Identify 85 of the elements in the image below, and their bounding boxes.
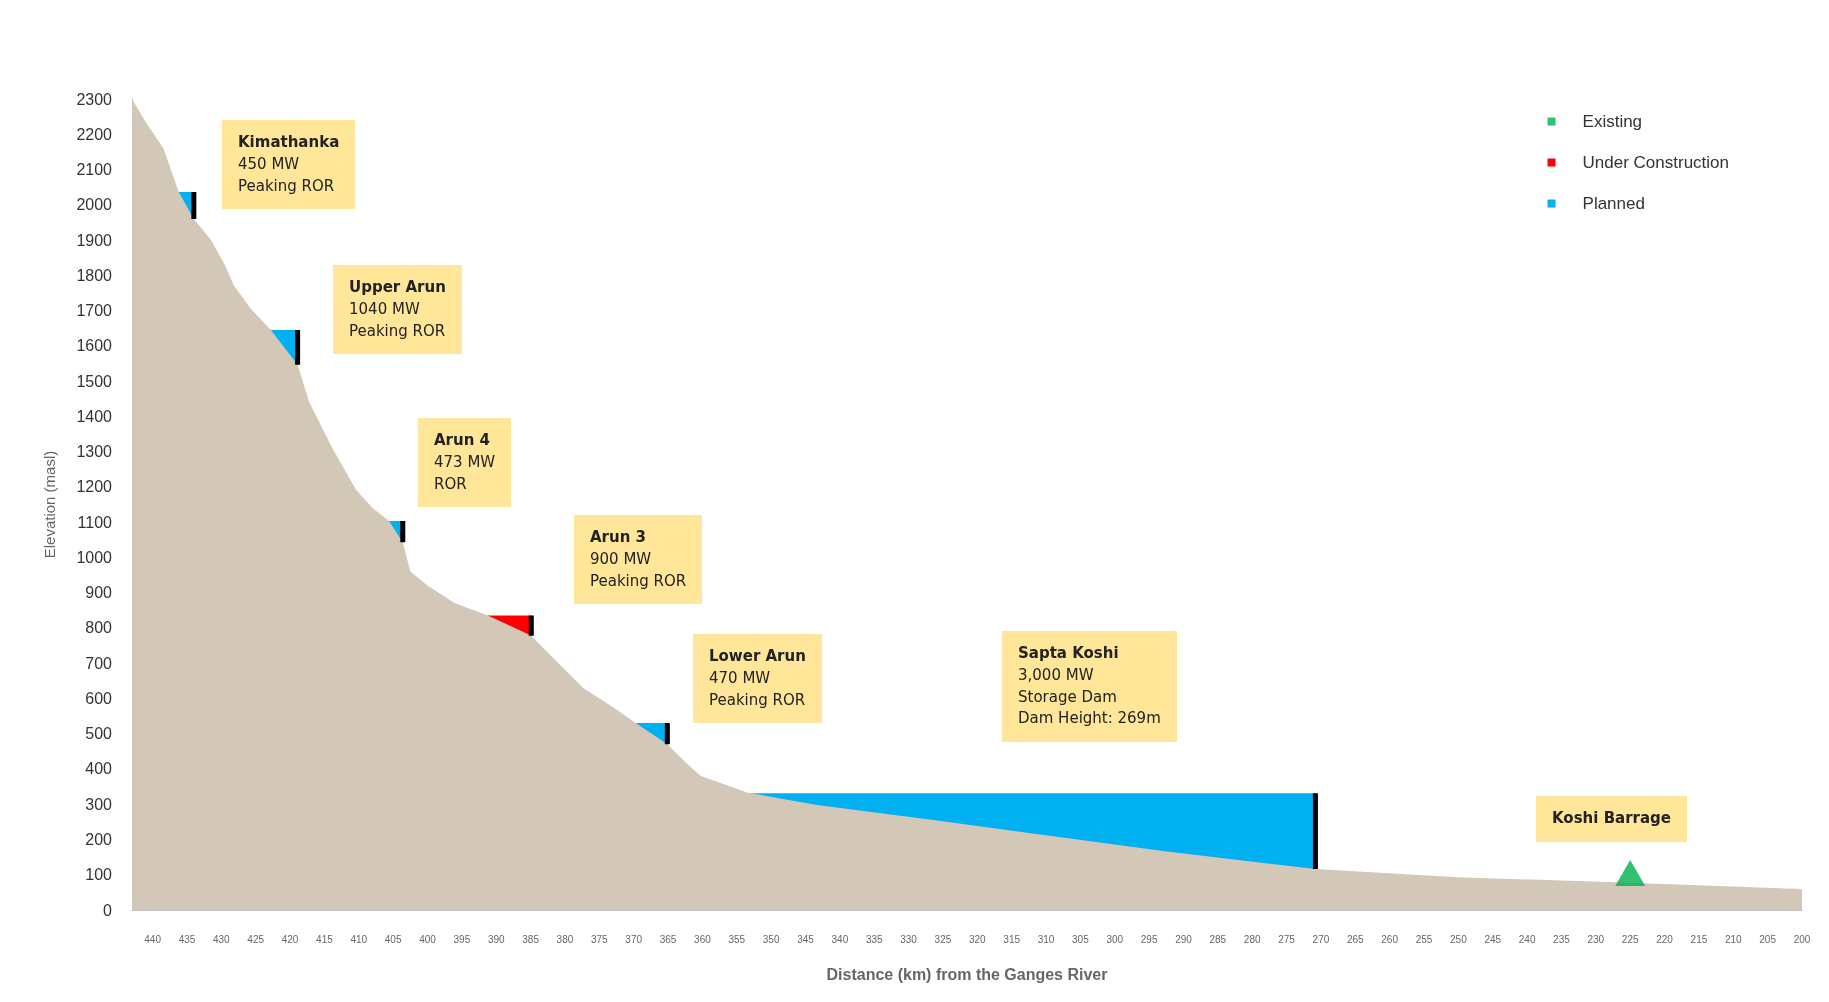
y-tick-label: 300	[85, 795, 113, 813]
y-tick-label: 600	[85, 689, 113, 707]
y-tick-label: 2100	[76, 161, 113, 179]
x-tick-label: 330	[900, 933, 918, 945]
y-tick-label: 1700	[76, 302, 113, 320]
x-tick-label: 385	[522, 933, 540, 945]
x-tick-label: 380	[556, 933, 574, 945]
x-tick-label: 280	[1243, 933, 1261, 945]
y-tick-label: 1100	[77, 513, 113, 531]
y-tick-label: 1600	[76, 337, 113, 355]
y-tick-label: 200	[85, 830, 113, 848]
x-tick-label: 420	[281, 933, 299, 945]
annotation: Arun 3 900 MW Peaking ROR	[590, 527, 687, 592]
x-tick-label: 260	[1381, 933, 1399, 945]
x-tick-label: 350	[762, 933, 780, 945]
y-axis-title: Elevation (masl)	[41, 450, 58, 559]
x-tick-label: 285	[1209, 933, 1227, 945]
y-tick-label: 400	[85, 760, 113, 778]
x-tick-label: 410	[350, 933, 368, 945]
y-tick-label: 0	[103, 901, 113, 919]
x-tick-label: 235	[1553, 933, 1571, 945]
x-tick-label: 230	[1587, 933, 1605, 945]
x-tick-label: 300	[1106, 933, 1124, 945]
y-tick-label: 100	[85, 866, 113, 884]
x-tick-label: 440	[144, 933, 162, 945]
x-tick-label: 295	[1140, 933, 1158, 945]
x-tick-label: 355	[728, 933, 746, 945]
y-tick-label: 700	[85, 654, 113, 672]
x-tick-label: 255	[1415, 933, 1433, 945]
y-tick-label: 2000	[76, 196, 113, 214]
x-tick-label: 215	[1690, 933, 1708, 945]
legend-label: Existing	[1582, 112, 1643, 131]
annotation: Koshi Barrage	[1552, 808, 1672, 829]
x-tick-label: 315	[1003, 933, 1021, 945]
x-tick-label: 205	[1759, 933, 1777, 945]
legend-label: Planned	[1582, 194, 1645, 213]
x-tick-label: 390	[487, 933, 506, 945]
x-tick-label: 310	[1037, 933, 1055, 945]
x-tick-label: 265	[1346, 933, 1365, 945]
y-tick-label: 1900	[76, 231, 113, 249]
y-tick-label: 1800	[76, 266, 113, 284]
x-tick-label: 405	[384, 933, 402, 945]
x-tick-label: 320	[968, 933, 987, 945]
annotation: Sapta Koshi 3,000 MW Storage Dam Dam Height: 269m	[1018, 643, 1161, 730]
y-tick-label: 1500	[76, 372, 113, 390]
x-tick-label: 245	[1484, 933, 1502, 945]
x-tick-label: 435	[178, 933, 196, 945]
y-tick-label: 2300	[76, 90, 113, 108]
x-tick-label: 210	[1724, 933, 1743, 945]
annotation: Kimathanka 450 MW Peaking ROR	[238, 132, 340, 197]
y-tick-label: 1200	[76, 478, 113, 496]
x-tick-label: 415	[316, 933, 334, 945]
x-tick-label: 395	[453, 933, 471, 945]
x-tick-label: 370	[625, 933, 643, 945]
y-tick-label: 500	[85, 725, 113, 743]
x-tick-label: 425	[247, 933, 265, 945]
x-tick-label: 290	[1175, 933, 1193, 945]
x-tick-label: 400	[419, 933, 437, 945]
annotation: Upper Arun 1040 MW Peaking ROR	[349, 277, 446, 342]
x-tick-label: 240	[1518, 933, 1536, 945]
y-tick-label: 1400	[76, 407, 113, 425]
y-tick-label: 1300	[76, 443, 113, 461]
x-tick-label: 220	[1656, 933, 1674, 945]
x-tick-label: 340	[831, 933, 849, 945]
x-tick-label: 345	[797, 933, 815, 945]
x-tick-label: 200	[1793, 933, 1811, 945]
x-tick-label: 365	[659, 933, 677, 945]
legend-label: Under Construction	[1582, 153, 1730, 172]
x-tick-label: 250	[1450, 933, 1468, 945]
y-tick-label: 800	[85, 619, 113, 637]
x-tick-label: 305	[1072, 933, 1090, 945]
x-tick-label: 270	[1312, 933, 1330, 945]
x-axis-title: Distance (km) from the Ganges River	[826, 965, 1108, 983]
x-tick-label: 225	[1621, 933, 1639, 945]
x-tick-label: 325	[934, 933, 952, 945]
x-tick-label: 360	[694, 933, 712, 945]
annotation: Arun 4 473 MW ROR	[434, 430, 496, 495]
x-tick-label: 335	[865, 933, 883, 945]
x-tick-label: 430	[213, 933, 231, 945]
annotation: Lower Arun 470 MW Peaking ROR	[709, 646, 806, 711]
y-tick-label: 2200	[76, 125, 113, 143]
y-tick-label: 900	[85, 584, 113, 602]
x-tick-label: 275	[1278, 933, 1296, 945]
x-tick-label: 375	[590, 933, 609, 945]
y-tick-label: 1000	[76, 548, 113, 566]
